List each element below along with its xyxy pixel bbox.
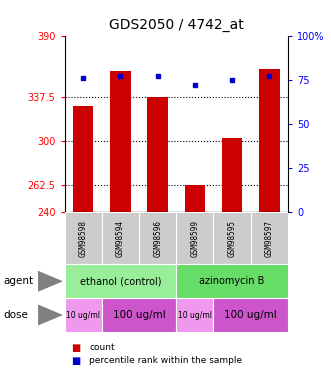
Text: 100 ug/ml: 100 ug/ml [113, 310, 166, 320]
Bar [102, 298, 176, 332]
Bar [176, 212, 213, 264]
Bar [65, 298, 102, 332]
Bar [102, 212, 139, 264]
Text: azinomycin B: azinomycin B [199, 276, 265, 286]
Bar [259, 69, 280, 212]
Polygon shape [38, 304, 63, 326]
Bar [213, 298, 288, 332]
Bar [251, 212, 288, 264]
Text: GSM98596: GSM98596 [153, 220, 162, 257]
Bar [222, 138, 242, 212]
Text: 10 ug/ml: 10 ug/ml [178, 310, 212, 320]
Text: GSM98595: GSM98595 [228, 220, 237, 257]
Bar [139, 212, 176, 264]
Bar [73, 106, 93, 212]
Text: GSM98597: GSM98597 [265, 220, 274, 257]
Bar [147, 98, 168, 212]
Bar [213, 212, 251, 264]
Text: dose: dose [3, 310, 28, 320]
Bar [176, 264, 288, 298]
Bar [185, 186, 205, 212]
Polygon shape [38, 271, 63, 292]
Text: 100 ug/ml: 100 ug/ml [224, 310, 277, 320]
Text: GSM98594: GSM98594 [116, 220, 125, 257]
Text: GSM98598: GSM98598 [79, 220, 88, 257]
Text: 10 ug/ml: 10 ug/ml [66, 310, 100, 320]
Text: ■: ■ [71, 356, 80, 366]
Text: count: count [89, 344, 115, 352]
Bar [110, 71, 131, 212]
Bar [65, 264, 176, 298]
Text: ■: ■ [71, 343, 80, 353]
Title: GDS2050 / 4742_at: GDS2050 / 4742_at [109, 18, 244, 32]
Text: ethanol (control): ethanol (control) [80, 276, 161, 286]
Text: agent: agent [3, 276, 33, 286]
Text: percentile rank within the sample: percentile rank within the sample [89, 356, 243, 365]
Text: GSM98599: GSM98599 [190, 220, 199, 257]
Bar [65, 212, 102, 264]
Bar [176, 298, 213, 332]
